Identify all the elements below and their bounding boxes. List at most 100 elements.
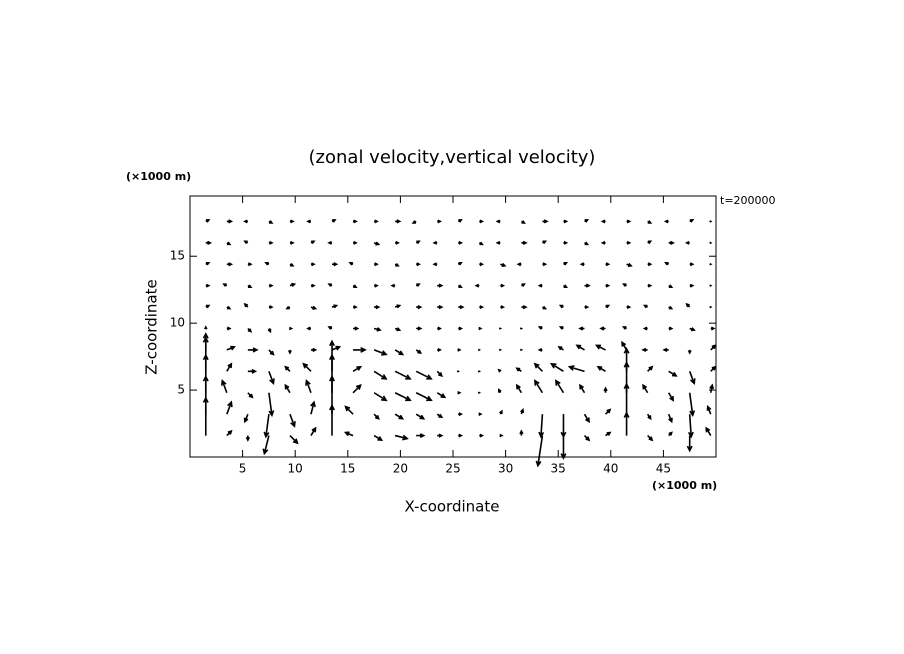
vector-arrow [289,240,295,245]
vector-arrow [394,413,405,420]
vector-arrow [478,326,483,331]
vector-arrow [605,431,612,437]
vector-arrow [709,383,715,393]
vector-arrow [302,362,312,372]
vector-arrow [709,284,713,287]
vector-arrow [348,261,354,266]
vector-arrow [500,262,507,268]
y-unit: (×1000 m) [126,170,191,183]
vector-arrow [499,433,504,438]
vector-arrow [373,327,382,332]
vector-arrow [268,240,274,245]
vector-arrow [537,326,543,330]
vector-arrow [558,326,564,330]
vector-arrow [647,365,654,372]
vector-arrow [226,326,232,331]
vector-arrow [689,219,695,223]
vector-arrow [262,435,270,456]
x-unit: (×1000 m) [652,479,717,492]
vector-arrow [479,219,485,224]
vector-arrow [710,326,716,331]
y-tick-label: 5 [177,383,185,397]
vector-arrow [641,347,648,353]
vector-arrow [310,283,316,288]
vector-arrow [521,220,526,224]
vector-arrow [605,283,611,288]
vector-arrow [533,379,544,394]
vector-arrow [560,414,567,439]
vector-arrow [709,263,713,266]
vector-arrow [268,220,274,224]
vector-arrow [245,435,250,442]
vector-arrow [599,326,606,331]
vector-arrow [600,240,606,245]
vector-arrow [353,219,358,224]
vector-arrow [558,304,564,309]
vector-arrow [247,262,253,267]
vector-arrow [477,370,482,373]
vector-arrow [243,240,249,245]
vector-arrow [247,392,254,399]
vector-arrow [663,219,669,224]
vector-arrow [395,240,400,245]
y-axis-label: Z-coordinate [143,279,161,374]
vector-arrow [310,347,318,353]
vector-arrow [436,392,447,399]
vector-arrow [647,240,653,245]
vector-arrow [456,370,461,373]
vector-arrow [605,262,611,267]
vector-arrow [584,219,590,223]
vector-arrow [643,304,648,309]
vector-arrow [305,379,312,394]
vector-arrow [519,348,524,352]
vector-arrow [533,362,543,372]
vector-arrow [373,392,388,402]
vector-arrow [310,262,316,267]
vector-arrow [479,433,485,438]
vector-arrow [247,284,253,288]
vector-arrow [622,283,627,287]
x-tick-label: 5 [239,462,247,476]
vector-arrow [243,413,249,424]
vector-arrow [353,305,358,310]
vector-arrow [705,426,712,436]
vector-arrow [287,349,292,355]
vector-arrow [374,219,379,224]
vector-arrow [247,327,253,333]
vector-arrow [458,412,464,417]
vector-arrow [642,383,649,394]
vector-arrow [310,426,317,436]
vector-arrow [374,304,381,310]
vector-arrow [521,283,526,287]
vector-arrow [285,305,291,310]
vector-arrow [268,349,275,356]
vector-arrow [687,414,694,439]
vector-arrow [537,283,543,288]
vector-arrow [498,388,502,394]
vector-arrow [226,429,233,437]
vector-arrow [394,349,405,356]
x-tick-label: 45 [656,462,671,476]
vector-arrow [437,433,444,438]
vector-arrow [498,327,503,330]
vector-arrow [395,219,402,224]
vector-arrow [500,283,506,288]
vector-arrow [243,219,248,224]
vector-arrow [394,327,402,332]
vector-arrow [688,392,696,418]
vector-arrow [226,219,234,224]
vector-arrow [686,435,693,453]
vector-arrow [226,305,232,310]
vector-arrow [647,262,653,267]
vector-arrow [374,283,379,288]
vector-arrow [416,326,423,331]
vector-arrow [623,347,630,372]
vector-arrow [604,408,612,415]
vector-arrow [205,283,211,288]
vector-arrow [709,241,713,245]
vector-arrow [458,326,464,331]
vector-arrow [432,262,438,267]
vector-arrow [458,433,464,438]
vector-arrow [478,412,483,416]
